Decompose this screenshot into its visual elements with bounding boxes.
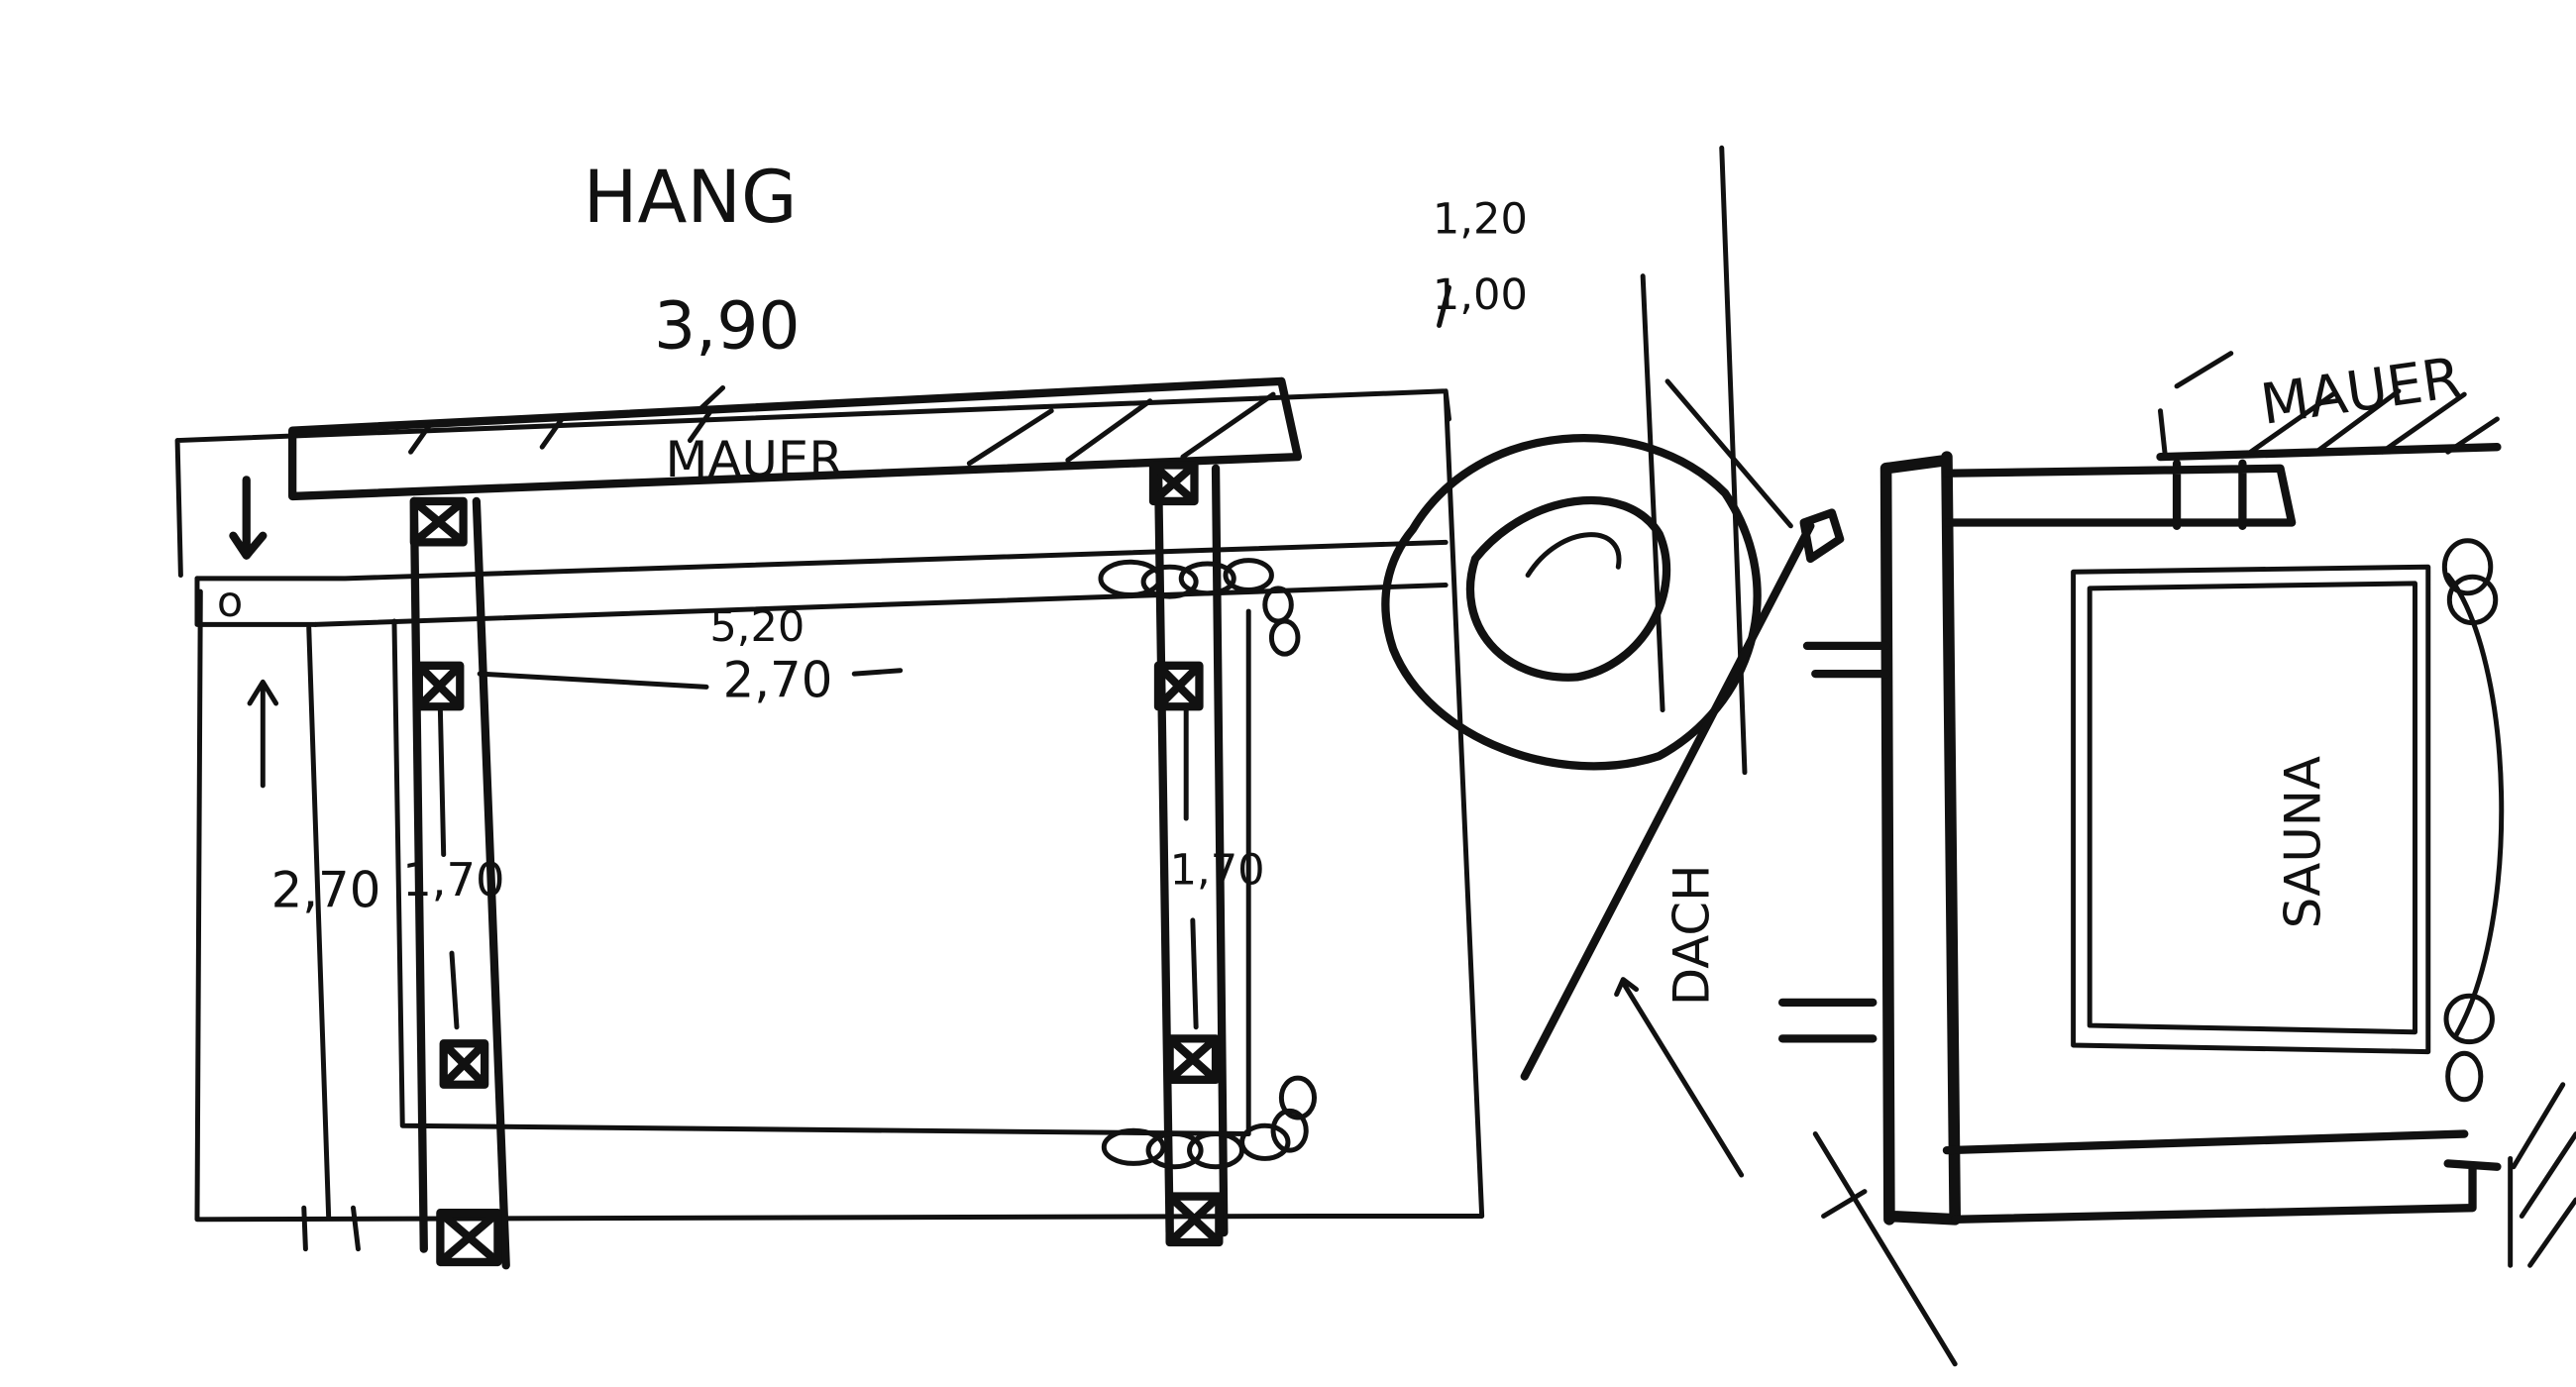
beam-top <box>1942 459 2297 530</box>
mauer-right-wall <box>2156 443 2502 462</box>
tree-core <box>1525 532 1622 579</box>
beam-bottom <box>1942 1129 2502 1224</box>
post-left <box>1879 451 1962 1226</box>
arrow-up <box>247 679 279 789</box>
outer-boundary <box>174 388 1485 1223</box>
label-mauer-right: MAUER <box>2257 346 2465 438</box>
roof-line <box>1520 521 1815 1081</box>
roof-tip <box>1799 508 1845 564</box>
label-width-390: 3,90 <box>654 287 801 365</box>
mark-dash-120 <box>1437 284 1451 328</box>
tree-outer <box>1381 434 1762 771</box>
beam-line-top <box>194 539 1449 627</box>
label-mauer-left: MAUER <box>666 431 843 488</box>
label-sauna: SAUNA <box>2274 756 2331 928</box>
ground-hatching-right <box>2508 1082 2576 1268</box>
label-dim-520: 5,20 <box>709 602 805 652</box>
label-hang: HANG <box>584 156 798 240</box>
post-markers <box>409 461 1224 1267</box>
beam-line-left-stub <box>194 576 318 627</box>
tree-inner <box>1465 495 1671 682</box>
dim-line-170-right <box>1183 707 1199 1030</box>
mauer-hatching <box>408 391 1276 467</box>
left-post-beam <box>409 496 510 1270</box>
arrow-down <box>229 476 268 560</box>
mauer-right-hatching <box>2157 351 2500 460</box>
label-dim-100: 1,00 <box>1433 270 1528 320</box>
sauna-room <box>2071 564 2431 1055</box>
side-stubs <box>1777 641 1890 1043</box>
sauna-right-curve <box>2445 573 2505 1038</box>
dim-line-270 <box>301 625 904 1252</box>
diagonal-line <box>1664 378 1793 529</box>
shrub-loops <box>1098 558 1318 1170</box>
dim-slash-390 <box>696 384 726 414</box>
sauna-loops <box>2441 538 2499 1103</box>
left-plan <box>174 284 1485 1270</box>
mauer-wall <box>288 376 1303 501</box>
label-dim-270-inner: 2,70 <box>723 651 833 708</box>
right-plan <box>1777 351 2576 1367</box>
dim-line-170-left <box>437 707 460 1030</box>
label-dim-170-right: 1,70 <box>1170 845 1265 895</box>
ground-hatching-left <box>1812 1131 1958 1367</box>
inner-floor <box>391 608 1251 1137</box>
label-dach: DACH <box>1663 864 1720 1006</box>
vertical-line-1 <box>1640 273 1665 713</box>
label-dim-170-left: 1,70 <box>402 853 504 907</box>
middle-section <box>1381 145 1845 1178</box>
label-dim-120: 1,20 <box>1433 195 1528 245</box>
label-marker-o: o <box>217 578 243 627</box>
label-dim-270-left: 2,70 <box>271 862 381 919</box>
dach-arrow <box>1614 977 1745 1178</box>
